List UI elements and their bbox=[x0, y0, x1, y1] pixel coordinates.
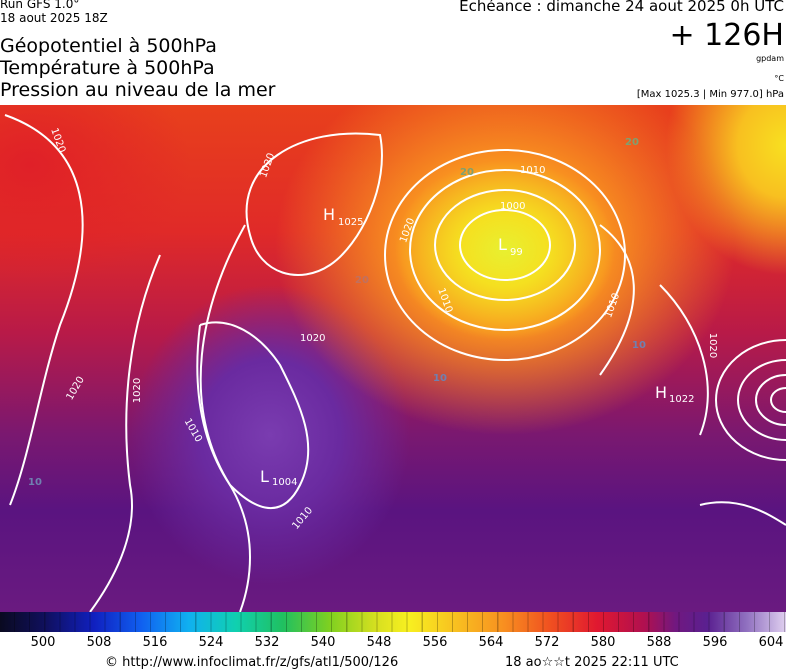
offset: + 126H bbox=[669, 18, 785, 53]
isobar-label: 1020 bbox=[132, 377, 144, 404]
isobar-label: 1020 bbox=[707, 332, 719, 359]
isotherm-label: 20 bbox=[460, 167, 474, 178]
colorbar-tick-label: 508 bbox=[86, 635, 112, 650]
isobar-label: 1000 bbox=[500, 201, 526, 212]
low-letter: L bbox=[498, 235, 507, 254]
map: H 1025 L 99 L 1004 H 1022 1020 1020 1020… bbox=[0, 105, 786, 612]
colorbar-tick-label: 524 bbox=[198, 635, 224, 650]
isotherm-label: 10 bbox=[433, 373, 447, 384]
colorbar-tick-label: 588 bbox=[646, 635, 672, 650]
high-letter: H bbox=[655, 383, 668, 402]
footer-time: 18 ao☆☆t 2025 22:11 UTC bbox=[505, 655, 679, 670]
run: Run GFS 1.0° bbox=[0, 0, 80, 11]
title-pressure: Pression au niveau de la mer bbox=[0, 79, 276, 101]
unit-temp: °C bbox=[774, 74, 784, 83]
colorbar-tick-label: 580 bbox=[590, 635, 616, 650]
low-value: 1004 bbox=[272, 477, 298, 488]
colorbar-tick-label: 548 bbox=[366, 635, 392, 650]
low-letter: L bbox=[260, 467, 269, 486]
high-value: 1022 bbox=[669, 394, 695, 405]
isotherm-label: 20 bbox=[355, 275, 369, 286]
isobar-label: 1010 bbox=[520, 165, 546, 176]
colorbar-tick-label: 564 bbox=[478, 635, 504, 650]
colorbar bbox=[0, 612, 786, 632]
colorbar-tick-label: 500 bbox=[30, 635, 56, 650]
isobar-label: 1020 bbox=[300, 333, 326, 344]
colorbar-tick-label: 556 bbox=[422, 635, 448, 650]
unit-geo: gpdam bbox=[756, 54, 784, 63]
colorbar-tick-label: 532 bbox=[254, 635, 280, 650]
range: [Max 1025.3 | Min 977.0] hPa bbox=[636, 89, 784, 100]
high-value: 1025 bbox=[338, 217, 364, 228]
colorbar-tick-label: 516 bbox=[142, 635, 168, 650]
echeance: Echéance : dimanche 24 aout 2025 0h UTC bbox=[459, 0, 784, 15]
run-date: 18 aout 2025 18Z bbox=[0, 11, 108, 25]
title-temp: Température à 500hPa bbox=[0, 57, 215, 79]
colorbar-tick-label: 540 bbox=[310, 635, 336, 650]
isotherm-label: 10 bbox=[28, 477, 42, 488]
colorbar-tick-label: 572 bbox=[534, 635, 560, 650]
isotherm-label: 20 bbox=[625, 137, 639, 148]
colorbar-tick-label: 596 bbox=[702, 635, 728, 650]
isotherm-label: 10 bbox=[632, 340, 646, 351]
colorbar-tick-label: 604 bbox=[758, 635, 784, 650]
title-geo: Géopotentiel à 500hPa bbox=[0, 35, 217, 57]
high-letter: H bbox=[323, 205, 336, 224]
low-value: 99 bbox=[510, 247, 523, 258]
isobars bbox=[4, 114, 786, 612]
footer-url: © http://www.infoclimat.fr/z/gfs/atl1/50… bbox=[105, 655, 399, 670]
